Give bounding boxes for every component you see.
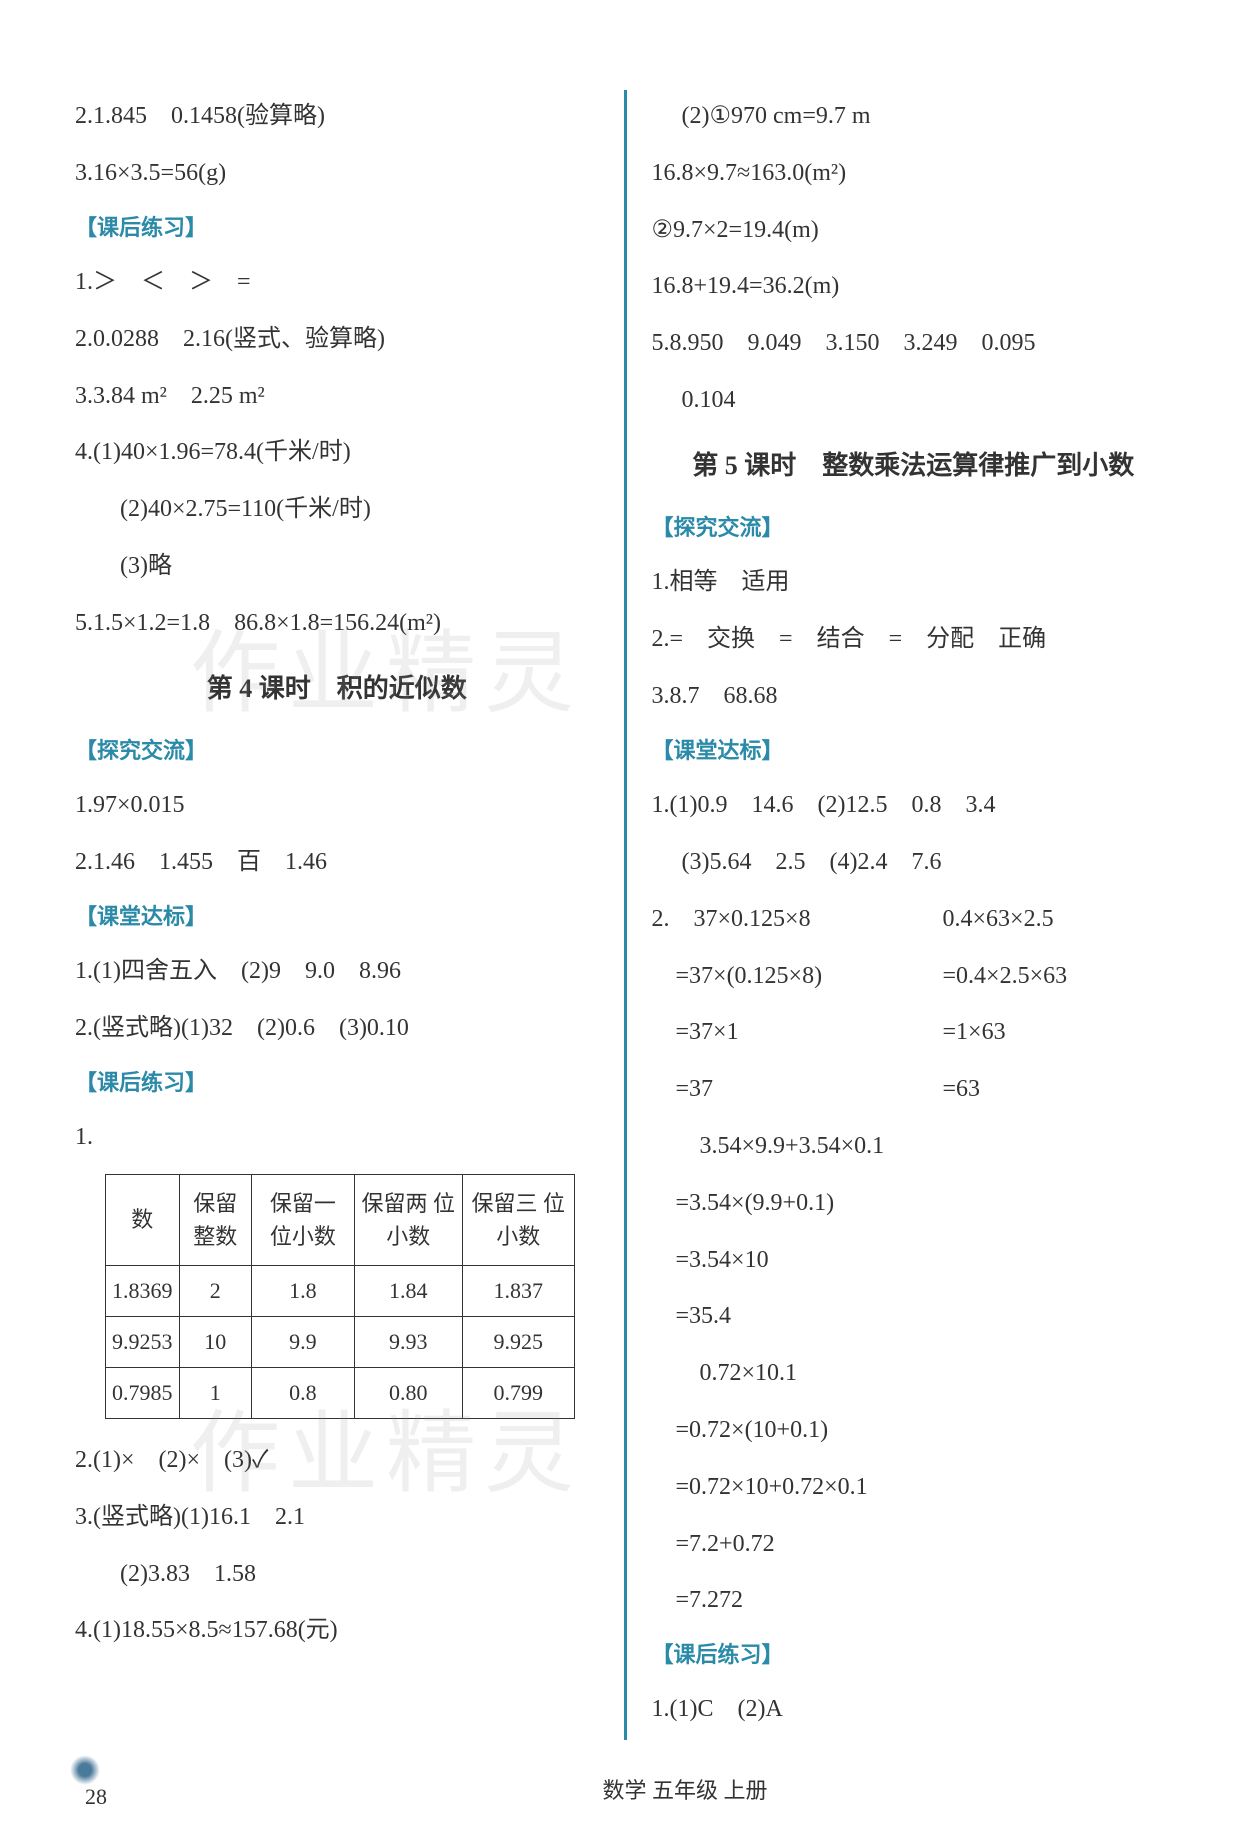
section-heading: 【课后练习】 xyxy=(75,204,599,252)
text-line: 1.(1)0.9 14.6 (2)12.5 0.8 3.4 xyxy=(652,779,1176,832)
table-row: 9.9253 10 9.9 9.93 9.925 xyxy=(106,1316,575,1367)
table-cell: 9.925 xyxy=(462,1316,574,1367)
text-line: (2)40×2.75=110(千米/时) xyxy=(75,483,599,536)
section-heading: 【探究交流】 xyxy=(75,727,599,775)
text-line: =7.2+0.72 xyxy=(652,1518,1176,1571)
text-line: 3.3.84 m² 2.25 m² xyxy=(75,370,599,423)
left-column: 2.1.845 0.1458(验算略) 3.16×3.5=56(g) 【课后练习… xyxy=(60,90,624,1740)
section-heading: 【探究交流】 xyxy=(652,504,1176,552)
text-line: =3.54×(9.9+0.1) xyxy=(652,1177,1176,1230)
calc-row: =37×1 =1×63 xyxy=(652,1006,1176,1059)
table-cell: 1 xyxy=(179,1367,251,1418)
footer-text: 数学 五年级 上册 xyxy=(60,1773,1250,1805)
text-line: 2.(竖式略)(1)32 (2)0.6 (3)0.10 xyxy=(75,1002,599,1055)
text-line: 1.(1)四舍五入 (2)9 9.0 8.96 xyxy=(75,945,599,998)
text-line: 16.8+19.4=36.2(m) xyxy=(652,260,1176,313)
table-cell: 9.9 xyxy=(251,1316,354,1367)
table-row: 1.8369 2 1.8 1.84 1.837 xyxy=(106,1265,575,1316)
calc-left: =37×(0.125×8) xyxy=(652,950,937,1003)
text-line: 4.(1)40×1.96=78.4(千米/时) xyxy=(75,426,599,479)
table-cell: 10 xyxy=(179,1316,251,1367)
text-line: (2)3.83 1.58 xyxy=(75,1548,599,1601)
section-heading: 【课堂达标】 xyxy=(652,727,1176,775)
calc-right: =0.4×2.5×63 xyxy=(943,963,1068,989)
table-cell: 1.8369 xyxy=(106,1265,180,1316)
content-container: 2.1.845 0.1458(验算略) 3.16×3.5=56(g) 【课后练习… xyxy=(60,90,1190,1740)
text-line: 2.1.845 0.1458(验算略) xyxy=(75,90,599,143)
text-line: =0.72×(10+0.1) xyxy=(652,1404,1176,1457)
text-line: 1.＞ ＜ ＞ = xyxy=(75,256,599,309)
lesson-title: 第 4 课时 积的近似数 xyxy=(75,660,599,717)
calc-left: =37 xyxy=(652,1063,937,1116)
text-line: ②9.7×2=19.4(m) xyxy=(652,204,1176,257)
table-header: 保留一 位小数 xyxy=(251,1174,354,1265)
section-heading: 【课后练习】 xyxy=(652,1631,1176,1679)
table-header: 数 xyxy=(106,1174,180,1265)
text-line: 3.54×9.9+3.54×0.1 xyxy=(652,1120,1176,1173)
text-line: =35.4 xyxy=(652,1290,1176,1343)
table-cell: 0.7985 xyxy=(106,1367,180,1418)
text-line: (2)①970 cm=9.7 m xyxy=(652,90,1176,143)
table-row: 0.7985 1 0.8 0.80 0.799 xyxy=(106,1367,575,1418)
text-line: 2.(1)× (2)× (3)✓ xyxy=(75,1434,599,1487)
table-cell: 0.80 xyxy=(354,1367,462,1418)
table-header: 保留三 位小数 xyxy=(462,1174,574,1265)
table-cell: 1.8 xyxy=(251,1265,354,1316)
lesson-title: 第 5 课时 整数乘法运算律推广到小数 xyxy=(652,437,1176,494)
calc-row: 2. 37×0.125×8 0.4×63×2.5 xyxy=(652,893,1176,946)
table-cell: 1.84 xyxy=(354,1265,462,1316)
calc-right: 0.4×63×2.5 xyxy=(943,906,1054,932)
calc-left: =37×1 xyxy=(652,1006,937,1059)
text-line: =7.272 xyxy=(652,1574,1176,1627)
text-line: 3.(竖式略)(1)16.1 2.1 xyxy=(75,1491,599,1544)
table-cell: 1.837 xyxy=(462,1265,574,1316)
text-line: 3.16×3.5=56(g) xyxy=(75,147,599,200)
text-line: 2.0.0288 2.16(竖式、验算略) xyxy=(75,313,599,366)
table-header: 保留整数 xyxy=(179,1174,251,1265)
calc-right: =63 xyxy=(943,1076,981,1102)
text-line: (3)5.64 2.5 (4)2.4 7.6 xyxy=(652,836,1176,889)
text-line: =3.54×10 xyxy=(652,1234,1176,1287)
text-line: 0.72×10.1 xyxy=(652,1347,1176,1400)
table-header: 保留两 位小数 xyxy=(354,1174,462,1265)
text-line: 2.1.46 1.455 百 1.46 xyxy=(75,836,599,889)
text-line: 5.1.5×1.2=1.8 86.8×1.8=156.24(m²) xyxy=(75,597,599,650)
right-column: (2)①970 cm=9.7 m 16.8×9.7≈163.0(m²) ②9.7… xyxy=(627,90,1191,1740)
text-line: 1.(1)C (2)A xyxy=(652,1683,1176,1736)
text-line: (3)略 xyxy=(75,540,599,593)
table-cell: 9.9253 xyxy=(106,1316,180,1367)
calc-row: =37 =63 xyxy=(652,1063,1176,1116)
rounding-table: 数 保留整数 保留一 位小数 保留两 位小数 保留三 位小数 1.8369 2 … xyxy=(105,1174,575,1419)
text-line: 1.相等 适用 xyxy=(652,556,1176,609)
text-line: 2.= 交换 = 结合 = 分配 正确 xyxy=(652,613,1176,666)
text-line: 3.8.7 68.68 xyxy=(652,670,1176,723)
table-cell: 0.799 xyxy=(462,1367,574,1418)
calc-right: =1×63 xyxy=(943,1019,1006,1045)
table-cell: 2 xyxy=(179,1265,251,1316)
text-line: 16.8×9.7≈163.0(m²) xyxy=(652,147,1176,200)
text-line: 0.104 xyxy=(652,374,1176,427)
text-line: 1.97×0.015 xyxy=(75,779,599,832)
calc-row: =37×(0.125×8) =0.4×2.5×63 xyxy=(652,950,1176,1003)
text-line: 4.(1)18.55×8.5≈157.68(元) xyxy=(75,1604,599,1657)
table-cell: 9.93 xyxy=(354,1316,462,1367)
text-line: 1. xyxy=(75,1111,599,1164)
section-heading: 【课堂达标】 xyxy=(75,893,599,941)
table-header-row: 数 保留整数 保留一 位小数 保留两 位小数 保留三 位小数 xyxy=(106,1174,575,1265)
text-line: =0.72×10+0.72×0.1 xyxy=(652,1461,1176,1514)
text-line: 5.8.950 9.049 3.150 3.249 0.095 xyxy=(652,317,1176,370)
section-heading: 【课后练习】 xyxy=(75,1059,599,1107)
calc-left: 2. 37×0.125×8 xyxy=(652,893,937,946)
table-cell: 0.8 xyxy=(251,1367,354,1418)
